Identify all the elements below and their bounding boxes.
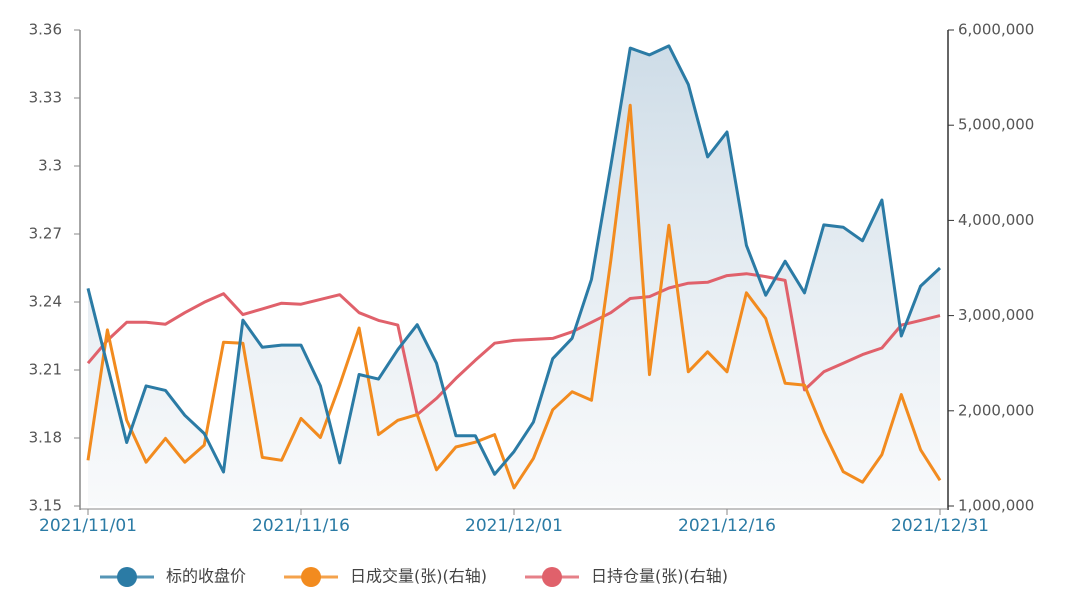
legend-marker [542, 567, 562, 587]
series-line [86, 103, 942, 490]
x-tick-label: 2021/12/16 [678, 516, 776, 536]
y2-tick-label: 3,000,000 [958, 306, 1034, 324]
y2-tick-label: 5,000,000 [958, 116, 1034, 134]
series-line [86, 272, 941, 417]
series-line [86, 44, 942, 476]
y2-tick-label: 4,000,000 [958, 211, 1034, 229]
legend-marker [117, 567, 137, 587]
y2-tick-label: 1,000,000 [958, 497, 1034, 515]
legend-marker [301, 567, 322, 587]
y-tick-label: 3.21 [29, 361, 62, 379]
y-tick-label: 3.15 [29, 497, 62, 515]
y2-tick-label: 6,000,000 [958, 21, 1034, 39]
y-tick-label: 3.27 [29, 225, 62, 243]
x-tick-label: 2021/12/31 [891, 516, 989, 536]
y-tick-label: 3.18 [29, 429, 62, 447]
y-tick-label: 3.33 [29, 89, 62, 107]
y-tick-label: 3.36 [29, 21, 62, 39]
y2-tick-label: 2,000,000 [958, 401, 1034, 419]
legend-label: 标的收盘价 [166, 567, 246, 586]
legend-label: 日持仓量(张)(右轴) [591, 567, 728, 586]
legend-label: 日成交量(张)(右轴) [350, 567, 487, 586]
y-tick-label: 3.3 [38, 157, 62, 175]
y-tick-label: 3.24 [29, 293, 62, 311]
x-tick-label: 2021/11/16 [252, 516, 350, 536]
x-tick-label: 2021/12/01 [465, 516, 563, 536]
series-area [88, 45, 940, 507]
x-tick-label: 2021/11/01 [39, 516, 137, 536]
